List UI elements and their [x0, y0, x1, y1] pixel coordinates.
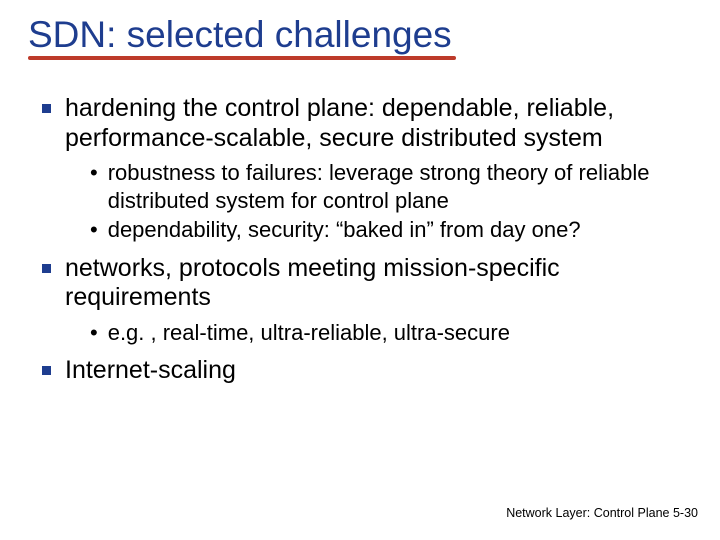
bullet-item: hardening the control plane: dependable,…: [42, 94, 692, 153]
slide: SDN: selected challenges hardening the c…: [0, 0, 720, 540]
sub-list: • robustness to failures: leverage stron…: [90, 159, 692, 244]
bullet-text: Internet-scaling: [65, 356, 236, 386]
title-wrap: SDN: selected challenges: [28, 14, 452, 56]
slide-body: hardening the control plane: dependable,…: [28, 94, 692, 386]
bullet-item: Internet-scaling: [42, 356, 692, 386]
sub-bullet-text: e.g. , real-time, ultra-reliable, ultra-…: [108, 319, 510, 347]
sub-list: • e.g. , real-time, ultra-reliable, ultr…: [90, 319, 692, 347]
bullet-text: hardening the control plane: dependable,…: [65, 94, 692, 153]
slide-title: SDN: selected challenges: [28, 14, 452, 56]
bullet-item: networks, protocols meeting mission-spec…: [42, 254, 692, 313]
sub-bullet-item: • robustness to failures: leverage stron…: [90, 159, 692, 214]
square-bullet-icon: [42, 366, 51, 375]
dot-bullet-icon: •: [90, 319, 98, 347]
sub-bullet-text: robustness to failures: leverage strong …: [108, 159, 692, 214]
square-bullet-icon: [42, 264, 51, 273]
bullet-text: networks, protocols meeting mission-spec…: [65, 254, 692, 313]
title-underline: [28, 56, 456, 60]
slide-footer: Network Layer: Control Plane 5-30: [506, 506, 698, 520]
sub-bullet-text: dependability, security: “baked in” from…: [108, 216, 581, 244]
footer-page-prefix: 5-: [673, 506, 684, 520]
sub-bullet-item: • e.g. , real-time, ultra-reliable, ultr…: [90, 319, 692, 347]
footer-section: Network Layer: Control Plane: [506, 506, 669, 520]
dot-bullet-icon: •: [90, 159, 98, 214]
square-bullet-icon: [42, 104, 51, 113]
dot-bullet-icon: •: [90, 216, 98, 244]
sub-bullet-item: • dependability, security: “baked in” fr…: [90, 216, 692, 244]
footer-page-number: 30: [684, 506, 698, 520]
